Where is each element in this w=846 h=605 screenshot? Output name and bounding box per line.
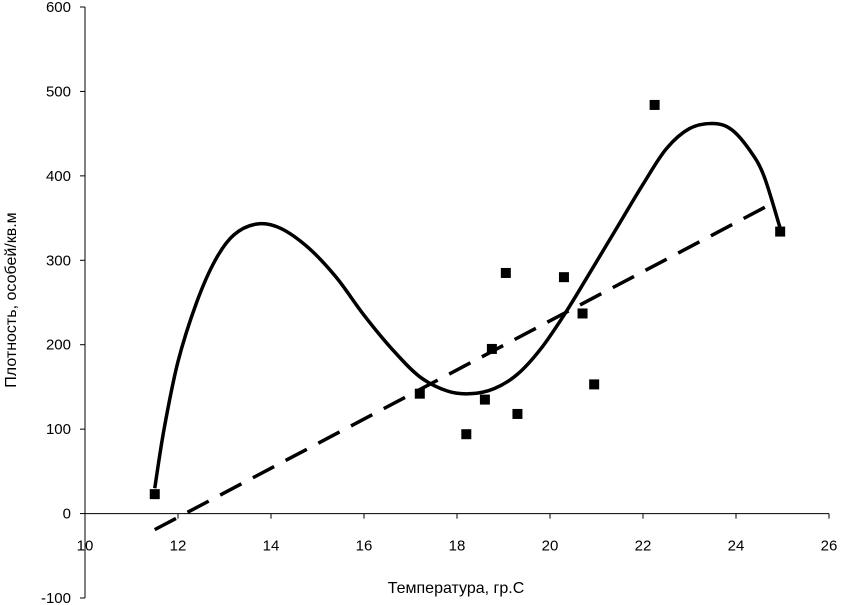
data-point (775, 226, 786, 237)
y-tick-label: 600 (46, 0, 71, 16)
data-point (479, 394, 490, 405)
x-tick-label: 24 (728, 538, 745, 555)
y-tick-label: 400 (46, 168, 71, 185)
x-tick-label: 12 (170, 538, 187, 555)
data-point (558, 272, 569, 283)
polynomial-trend-line (153, 121, 782, 489)
y-tick-label: 100 (46, 421, 71, 438)
x-tick-label: 18 (449, 538, 466, 555)
data-point (649, 99, 660, 110)
y-tick-label: 300 (46, 252, 71, 269)
data-point (589, 379, 600, 390)
data-point (414, 388, 425, 399)
data-point (149, 489, 160, 500)
x-tick-label: 20 (542, 538, 559, 555)
linear-trend-line (153, 201, 775, 532)
data-point (577, 308, 588, 319)
data-point (500, 267, 511, 278)
x-tick-label: 16 (356, 538, 373, 555)
x-axis-title: Температура, гр.С (388, 580, 525, 597)
y-tick-label: -100 (41, 590, 71, 605)
data-point (461, 429, 472, 440)
y-tick-label: 200 (46, 337, 71, 354)
y-axis-title: Плотность, особей/кв.м (3, 212, 20, 387)
x-tick-label: 26 (821, 538, 838, 555)
y-tick-label: 500 (46, 83, 71, 100)
y-tick-label: 0 (63, 506, 71, 523)
data-point (512, 408, 523, 419)
x-tick-label: 22 (635, 538, 652, 555)
x-tick-label: 14 (263, 538, 280, 555)
data-point (486, 343, 497, 354)
x-tick-label: 10 (77, 538, 94, 555)
